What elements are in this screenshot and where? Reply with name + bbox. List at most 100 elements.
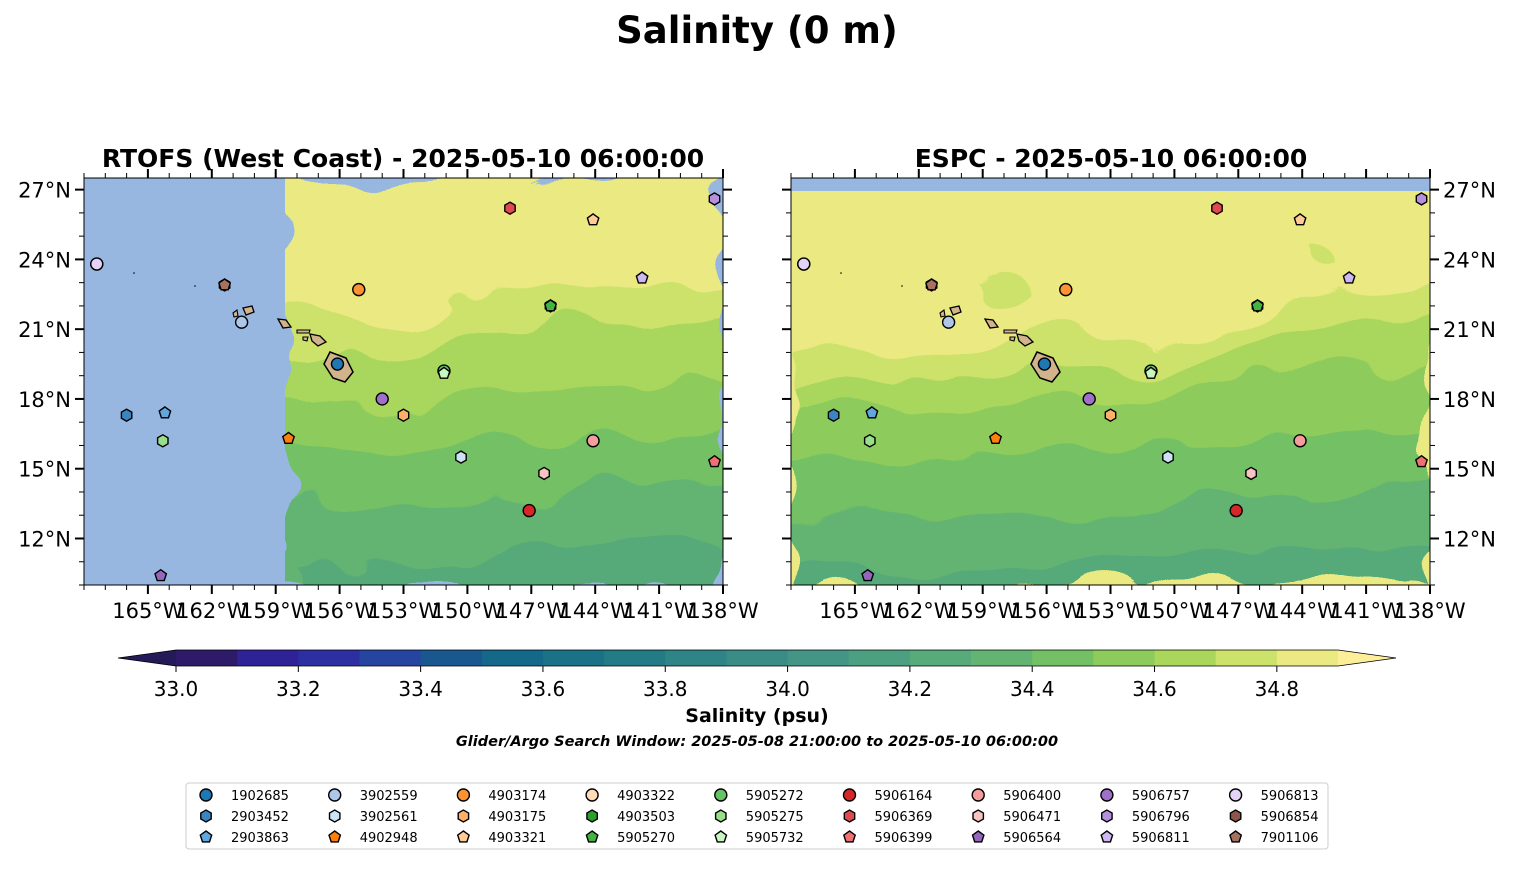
colorbar-extend-high xyxy=(1338,650,1396,666)
legend-marker-4902948 xyxy=(328,830,342,843)
search-window-text: Glider/Argo Search Window: 2025-05-08 21… xyxy=(456,734,1058,750)
espc-ytick-label: 27°N xyxy=(1443,179,1496,203)
espc-xtick-label: 141°W xyxy=(1330,599,1402,623)
legend-item-5905272: 5905272 xyxy=(714,788,804,804)
espc-salinity-field xyxy=(791,178,1430,585)
colorbar-bin xyxy=(1276,650,1339,666)
colorbar-bin xyxy=(665,650,728,666)
colorbar-bin xyxy=(848,650,911,666)
rtofs-marker-5906369 xyxy=(504,201,516,216)
espc-xtick-label: 159°W xyxy=(947,599,1019,623)
legend-item-4903503: 4903503 xyxy=(586,809,675,825)
legend-label: 4903321 xyxy=(488,831,546,846)
rtofs-marker-5906757 xyxy=(375,392,389,406)
colorbar-bin xyxy=(726,650,789,666)
rtofs-marker-5906564 xyxy=(154,568,168,582)
legend-label: 5906757 xyxy=(1132,789,1190,804)
legend-item-4903174: 4903174 xyxy=(456,788,546,804)
rtofs-island-kauai xyxy=(242,305,255,316)
colorbar-tick-label: 33.2 xyxy=(276,677,321,701)
legend-item-5906811: 5906811 xyxy=(1100,830,1190,846)
legend-item-5905732: 5905732 xyxy=(714,830,804,846)
legend-item-4902948: 4902948 xyxy=(328,830,418,846)
rtofs-marker-5906399 xyxy=(707,454,722,468)
colorbar-bin xyxy=(1154,650,1217,666)
legend-label: 5906564 xyxy=(1003,831,1061,846)
rtofs-ytick-label: 18°N xyxy=(18,388,71,412)
espc-ytick-label: 18°N xyxy=(1443,388,1496,412)
legend-item-5906796: 5906796 xyxy=(1100,809,1190,825)
legend-item-5906369: 5906369 xyxy=(843,809,932,825)
legend-label: 3902561 xyxy=(360,810,418,825)
espc-marker-5905270 xyxy=(1250,299,1265,312)
espc-marker-5906813 xyxy=(797,257,811,271)
colorbar-tick-label: 34.8 xyxy=(1255,677,1300,701)
colorbar: 33.0 33.2 33.4 33.6 33.8 34.0 34.2 34.4 34.6 34.8 xyxy=(117,649,1397,701)
legend-marker-7901106 xyxy=(1229,830,1243,843)
rtofs-observation-markers xyxy=(90,192,722,582)
legend-label: 4903174 xyxy=(488,789,546,804)
legend-item-5906854: 5906854 xyxy=(1229,809,1319,825)
legend-marker-5906796 xyxy=(1100,809,1113,823)
colorbar-bin xyxy=(604,650,666,666)
rtofs-island-maui xyxy=(309,333,328,347)
rtofs-marker-5906811 xyxy=(635,271,649,284)
legend-marker-5906811 xyxy=(1100,830,1114,843)
rtofs-marker-5906471 xyxy=(538,466,550,481)
rtofs-marker-5905270 xyxy=(543,299,558,312)
legend-item-5906757: 5906757 xyxy=(1100,788,1190,804)
rtofs-marker-2903452 xyxy=(120,408,133,423)
espc-marker-5906796 xyxy=(1415,192,1428,206)
legend-label: 5906796 xyxy=(1132,810,1190,825)
legend-marker-4903175 xyxy=(457,809,470,823)
espc-marker-5905275 xyxy=(863,433,876,448)
rtofs-island-oahu xyxy=(276,318,293,329)
colorbar-extend-low xyxy=(118,650,176,666)
colorbar-bin xyxy=(298,650,361,666)
espc-island-niihau xyxy=(939,309,946,318)
rtofs-island-molokai xyxy=(296,329,311,334)
espc-marker-4903175 xyxy=(1104,408,1117,423)
legend-marker-5905732 xyxy=(714,830,728,843)
rtofs-xtick-label: 159°W xyxy=(240,599,312,623)
legend-marker-4903322 xyxy=(585,788,599,802)
espc-observation-markers xyxy=(797,192,1429,582)
rtofs-marker-4903175 xyxy=(397,408,410,423)
legend-label: 3902559 xyxy=(360,789,418,804)
legend-marker-5906400 xyxy=(971,788,985,802)
legend-item-5906564: 5906564 xyxy=(971,830,1061,846)
legend-item-2903452: 2903452 xyxy=(200,809,289,825)
rtofs-marker-4903174 xyxy=(352,282,366,297)
espc-marker-5906369 xyxy=(1211,201,1223,216)
rtofs-marker-3902561 xyxy=(455,450,467,464)
espc-island-nihoa xyxy=(901,285,903,287)
legend-marker-4903174 xyxy=(456,788,471,802)
rtofs-island-nihoa xyxy=(194,285,196,287)
rtofs-ytick-label: 15°N xyxy=(18,458,71,482)
legend-item-3902559: 3902559 xyxy=(328,788,418,804)
rtofs-marker-5905275 xyxy=(156,433,169,448)
espc-marker-3902561 xyxy=(1162,450,1174,464)
espc-xtick-label: 150°W xyxy=(1139,599,1211,623)
legend-item-7901106: 7901106 xyxy=(1229,830,1319,846)
rtofs-xtick-label: 144°W xyxy=(560,599,632,623)
colorbar-tick-label: 33.6 xyxy=(521,677,566,701)
rtofs-marker-5906164 xyxy=(522,503,536,518)
legend-item-5905270: 5905270 xyxy=(585,830,675,846)
legend-label: 4903503 xyxy=(617,810,675,825)
legend-label: 7901106 xyxy=(1261,831,1319,846)
legend-label: 5905272 xyxy=(746,789,804,804)
legend-marker-5906471 xyxy=(972,809,985,823)
rtofs-ytick-label: 24°N xyxy=(18,248,71,272)
colorbar-bin xyxy=(909,650,972,666)
colorbar-bin xyxy=(1093,650,1156,666)
legend-marker-2903452 xyxy=(200,809,212,823)
espc-xtick-label: 156°W xyxy=(1011,599,1083,623)
espc-marker-5906471 xyxy=(1245,466,1258,481)
colorbar-bin xyxy=(1215,650,1278,666)
legend-label: 5906854 xyxy=(1261,810,1319,825)
legend-label: 5906164 xyxy=(875,789,933,804)
rtofs-marker-1902685 xyxy=(330,357,345,371)
legend-marker-5906757 xyxy=(1100,788,1114,802)
